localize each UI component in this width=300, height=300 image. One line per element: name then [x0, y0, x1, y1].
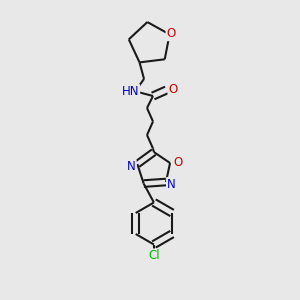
Text: N: N [167, 178, 176, 191]
Text: O: O [167, 27, 176, 40]
Text: HN: HN [122, 85, 139, 98]
Text: O: O [173, 156, 182, 169]
Text: N: N [127, 160, 136, 173]
Text: O: O [169, 82, 178, 96]
Text: Cl: Cl [148, 249, 160, 262]
